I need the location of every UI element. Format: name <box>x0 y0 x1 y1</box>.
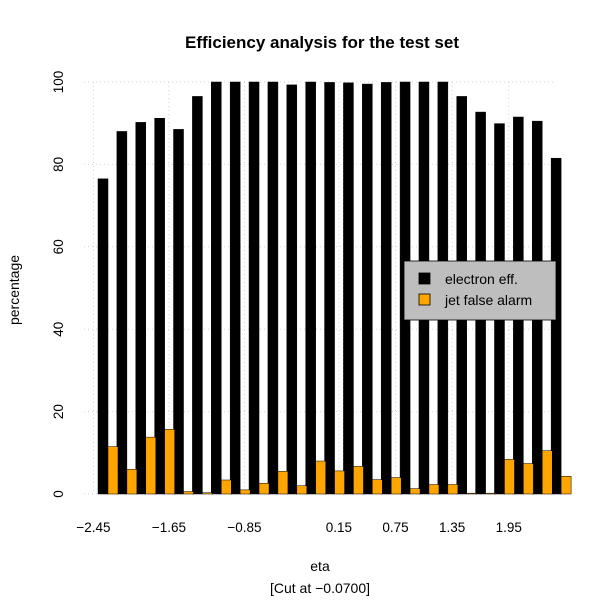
y-tick-label: 20 <box>51 404 66 419</box>
legend-swatch-electron <box>418 272 431 285</box>
x-tick-label: 1.35 <box>439 520 465 535</box>
y-tick-label: 0 <box>51 490 66 498</box>
x-axis: −2.45 −1.65 −0.85 0.15 0.75 1.35 1.95 <box>76 520 522 535</box>
jet-false-alarm-bar <box>447 484 459 495</box>
electron-eff-bar <box>286 84 298 495</box>
electron-eff-bar <box>324 82 335 495</box>
jet-false-alarm-bar <box>258 483 270 495</box>
jet-false-alarm-bar <box>523 463 534 495</box>
electron-eff-bar <box>116 131 128 495</box>
electron-eff-bar <box>229 81 241 495</box>
x-tick-label: −1.65 <box>152 520 186 535</box>
y-tick-label: 80 <box>51 157 66 172</box>
y-tick-label: 40 <box>51 322 66 337</box>
jet-false-alarm-bar <box>277 471 289 495</box>
x-axis-subtitle: [Cut at −0.0700] <box>270 580 370 596</box>
y-tick-label: 100 <box>51 71 66 94</box>
jet-false-alarm-bar <box>334 470 345 495</box>
jet-false-alarm-bar <box>239 489 251 495</box>
jet-false-alarm-bar <box>485 492 496 495</box>
legend: electron eff. jet false alarm <box>403 260 557 321</box>
jet-false-alarm-bar <box>541 450 553 495</box>
jet-false-alarm-bar <box>315 460 326 495</box>
jet-false-alarm-bar <box>164 429 175 495</box>
jet-false-alarm-bar <box>504 459 515 495</box>
jet-false-alarm-bar <box>353 466 364 495</box>
electron-eff-bar <box>211 81 222 495</box>
jet-false-alarm-bar <box>145 436 157 495</box>
legend-swatch-jet <box>418 293 431 306</box>
jet-false-alarm-bar <box>390 477 402 495</box>
y-tick-label: 60 <box>51 239 66 254</box>
electron-eff-bar <box>248 81 260 495</box>
jet-false-alarm-bar <box>372 479 383 495</box>
y-axis-label: percentage <box>6 255 22 325</box>
electron-eff-bar <box>305 81 316 495</box>
jet-false-alarm-bar <box>183 491 194 495</box>
x-tick-label: −2.45 <box>76 520 110 535</box>
electron-eff-bar <box>267 81 279 495</box>
jet-false-alarm-bar <box>560 476 572 495</box>
jet-false-alarm-bar <box>428 484 440 495</box>
electron-eff-bar <box>173 129 184 495</box>
jet-false-alarm-bar <box>107 446 119 495</box>
x-tick-label: −0.85 <box>227 520 261 535</box>
x-axis-label: eta <box>310 558 330 574</box>
electron-eff-bar <box>154 118 165 495</box>
electron-eff-bar <box>380 82 392 495</box>
jet-false-alarm-bar <box>466 492 477 495</box>
electron-eff-bar <box>550 157 562 495</box>
legend-label-jet: jet false alarm <box>444 292 532 308</box>
y-axis: 0 20 40 60 80 100 <box>51 71 66 498</box>
electron-eff-bar <box>97 178 109 495</box>
jet-false-alarm-bar <box>202 492 213 495</box>
grid <box>84 81 556 495</box>
jet-false-alarm-bar <box>126 469 138 495</box>
chart-title: Efficiency analysis for the test set <box>185 33 459 52</box>
electron-eff-bar <box>343 82 354 495</box>
x-tick-label: 1.95 <box>496 520 522 535</box>
jet-false-alarm-bar <box>409 488 421 495</box>
legend-box <box>403 260 557 321</box>
jet-false-alarm-bar <box>221 479 232 495</box>
jet-false-alarm-bar <box>296 485 308 495</box>
electron-eff-bar <box>135 122 147 495</box>
electron-eff-bar <box>362 83 373 495</box>
x-tick-label: 0.75 <box>382 520 408 535</box>
electron-eff-bar <box>192 96 203 495</box>
x-tick-label: 0.15 <box>326 520 352 535</box>
legend-label-electron: electron eff. <box>445 271 518 287</box>
